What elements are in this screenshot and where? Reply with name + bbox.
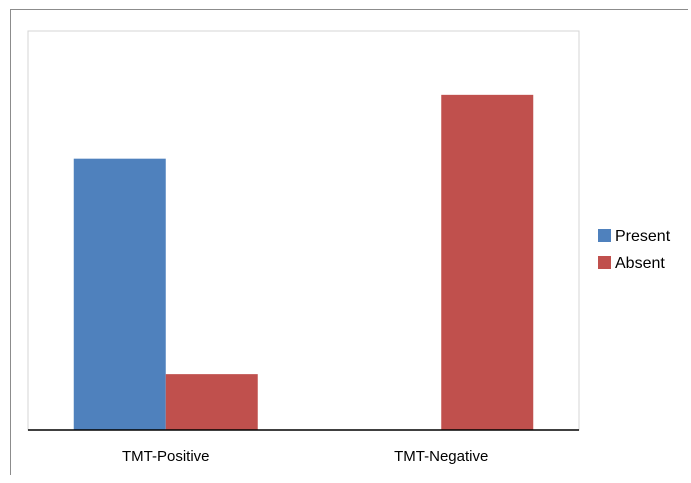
x-tick-labels: TMT-Positive TMT-Negative xyxy=(122,448,488,465)
bars-group xyxy=(73,94,534,430)
x-tick-label-tmt-positive: TMT-Positive xyxy=(122,448,210,465)
legend-swatch-absent xyxy=(598,256,611,269)
bar-present-tmt-positive xyxy=(73,158,166,430)
legend-label-present: Present xyxy=(615,228,671,245)
bar-absent-tmt-positive xyxy=(165,374,258,430)
x-tick-label-tmt-negative: TMT-Negative xyxy=(394,448,488,465)
bar-absent-tmt-negative xyxy=(441,94,534,430)
legend: Present Absent xyxy=(598,228,671,272)
legend-swatch-present xyxy=(598,229,611,242)
legend-label-absent: Absent xyxy=(615,255,665,272)
